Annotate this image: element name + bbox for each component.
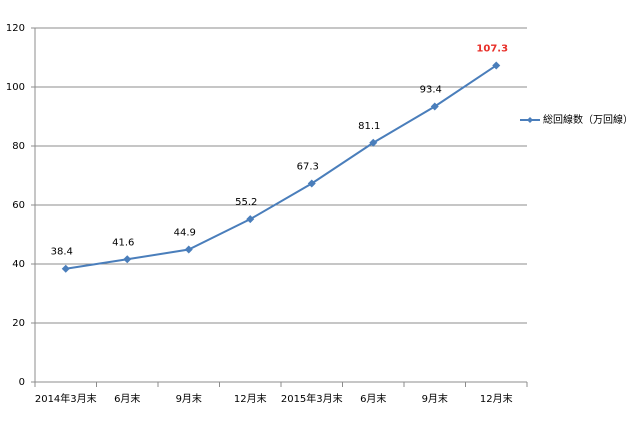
point <box>430 102 439 111</box>
point <box>307 179 316 188</box>
point <box>61 264 70 273</box>
legend-label: 総回線数（万回線） <box>543 113 633 126</box>
y-tick-label: 80 <box>12 141 25 152</box>
point <box>184 245 193 254</box>
x-tick-label: 9月末 <box>176 392 202 405</box>
data-label: 38.4 <box>51 247 73 258</box>
data-label: 44.9 <box>174 228 196 239</box>
point <box>246 215 255 224</box>
data-label: 81.1 <box>358 121 380 132</box>
point <box>369 138 378 147</box>
data-label: 55.2 <box>235 197 257 208</box>
data-label: 107.3 <box>476 43 508 54</box>
y-tick-label: 40 <box>12 259 25 270</box>
point <box>123 255 132 264</box>
point <box>492 61 501 70</box>
y-tick-label: 100 <box>6 82 25 93</box>
x-tick-label: 12月末 <box>480 392 513 405</box>
data-label: 93.4 <box>420 84 442 95</box>
x-tick-label: 9月末 <box>422 392 448 405</box>
y-tick-label: 20 <box>12 318 25 329</box>
x-tick-label: 6月末 <box>360 392 386 405</box>
x-tick-label: 2014年3月末 <box>35 392 97 405</box>
y-tick-label: 0 <box>19 377 25 388</box>
data-label: 67.3 <box>297 161 319 172</box>
x-tick-label: 12月末 <box>234 392 267 405</box>
data-label: 41.6 <box>112 237 134 248</box>
series-line <box>65 64 497 270</box>
y-tick-label: 60 <box>12 200 25 211</box>
x-tick-label: 6月末 <box>114 392 140 405</box>
x-tick-label: 2015年3月末 <box>281 392 343 405</box>
y-tick-label: 120 <box>6 23 25 34</box>
legend-marker <box>527 117 533 123</box>
